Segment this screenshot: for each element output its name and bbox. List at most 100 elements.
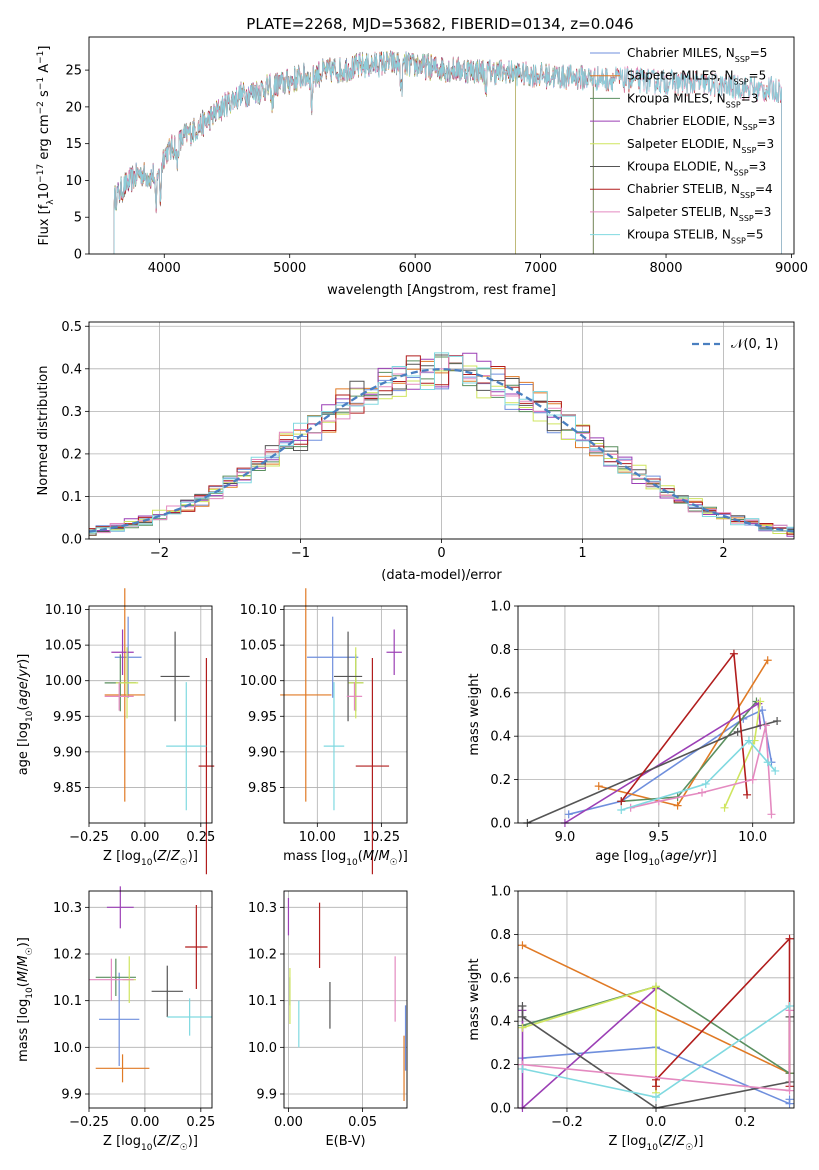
x-tick-label: 0.00: [274, 1115, 303, 1130]
label-part: ☉: [685, 1143, 693, 1153]
plot-frame: [88, 321, 795, 540]
y-tick-label: 9.85: [248, 781, 277, 796]
massweight-vs-z-panel: −0.2 0.0 0.20.00.20.40.60.81.0Z [log10(Z/Z…: [467, 885, 795, 1153]
x-tick-label: 0.2: [735, 1115, 756, 1130]
x-tick-label: −0.25: [69, 830, 109, 845]
plot-frame: [517, 605, 795, 824]
legend-subscript: SSP: [741, 145, 756, 154]
label-part: Z: [662, 1134, 673, 1149]
legend-text: Salpeter MILES, N: [627, 69, 734, 83]
y-tick-label: 0: [74, 248, 82, 263]
x-tick-label: 9.0: [555, 830, 576, 845]
label-part: M: [16, 971, 31, 982]
y-tick-label: 0.4: [490, 730, 511, 745]
mass-weight-marker: [518, 1012, 527, 1021]
label-part: )]: [188, 849, 198, 864]
histogram-series: [89, 362, 794, 534]
mass-weight-line: [564, 702, 761, 824]
label-part: Z [log: [103, 1134, 141, 1149]
x-tick-label: 0: [437, 546, 445, 561]
label-part: 10: [141, 1143, 153, 1153]
legend-subscript: SSP: [734, 168, 749, 177]
y-tick-label: 0.2: [490, 1058, 511, 1073]
mass-weight-marker: [518, 1002, 527, 1011]
label-part: (: [152, 1134, 157, 1149]
y-axis-label: mass weight: [467, 673, 482, 755]
x-axis-label: wavelength [Angstrom, rest frame]: [327, 283, 556, 298]
mass-weight-marker: [744, 736, 753, 745]
label-part: Z: [170, 1134, 181, 1149]
label-part: (: [16, 982, 31, 987]
legend-text: Salpeter STELIB, N: [627, 205, 739, 219]
x-tick-label: 0.25: [186, 1115, 215, 1130]
legend-tail: =5: [749, 69, 767, 83]
label-part: Z: [170, 849, 181, 864]
label-part: /: [16, 676, 31, 681]
legend-tail: =5: [750, 46, 768, 60]
legend-tail: =4: [755, 182, 773, 196]
y-tick-label: 10.05: [240, 639, 277, 654]
label-part: /: [16, 966, 31, 971]
massweight-vs-age-panel: 9.0 9.5 10.0 0.0 0.2 0.4 0.6 0.8 1.0 age [log10(a…: [467, 600, 795, 868]
y-tick-label: 0.3: [61, 405, 82, 420]
label-part: Flux [f: [37, 204, 52, 245]
mass-weight-marker: [701, 779, 710, 788]
label-part: Z [log: [609, 1134, 647, 1149]
x-tick-label: −1: [291, 546, 310, 561]
legend-tail: =3: [741, 91, 759, 105]
mass-weight-line: [620, 651, 748, 802]
label-part: yr: [693, 849, 709, 864]
y-tick-label: 10.10: [45, 603, 82, 618]
label-part: /: [689, 849, 694, 864]
x-axis-label: Z [log10(Z/Z☉)]: [103, 849, 198, 868]
y-tick-label: 10.1: [53, 994, 82, 1009]
y-tick-label: 0.2: [61, 447, 82, 462]
label-part: age [log: [595, 849, 648, 864]
label-part: −2: [36, 101, 46, 114]
y-tick-label: 0.0: [490, 817, 511, 832]
x-tick-label: 6000: [399, 261, 432, 276]
label-part: (: [358, 849, 363, 864]
mass-weight-marker: [652, 982, 660, 991]
x-tick-label: −0.2: [551, 1115, 583, 1130]
y-tick-label: 9.90: [248, 745, 277, 760]
label-part: age [log: [16, 722, 31, 775]
legend-tail: =3: [758, 114, 776, 128]
label-part: 10: [25, 710, 35, 722]
y-tick-label: 0.2: [490, 773, 511, 788]
plot-frame: [88, 890, 213, 1109]
label-part: 10: [141, 858, 153, 868]
mass-weight-marker: [617, 797, 626, 806]
y-axis-label: Normed distribution: [36, 366, 51, 496]
label-part: Z [log: [103, 849, 141, 864]
x-tick-label: 1: [578, 546, 586, 561]
x-tick-label: 5000: [273, 261, 306, 276]
label-part: ☉: [390, 858, 398, 868]
mass-weight-marker: [767, 810, 776, 819]
plot-frame: [88, 36, 795, 255]
label-part: M: [16, 955, 31, 966]
histogram-series: [89, 352, 794, 537]
y-tick-label: 0.8: [490, 928, 511, 943]
label-part: ☉: [180, 858, 188, 868]
mass-weight-marker: [594, 782, 603, 791]
mass-weight-marker: [771, 766, 780, 775]
x-tick-label: 0.00: [130, 1115, 159, 1130]
x-axis-label: mass [log10(M/M☉)]: [283, 849, 408, 868]
y-tick-label: 9.95: [248, 710, 277, 725]
mass-weight-marker: [729, 649, 738, 658]
legend-text: Salpeter ELODIE, N: [627, 137, 741, 151]
mass-vs-ebv-panel: 0.00 0.05 9.9 10.0 10.1 10.2 10.3 E(B-V): [248, 890, 408, 1149]
label-part: yr: [16, 662, 31, 678]
x-tick-label: 9000: [775, 261, 808, 276]
mass-weight-marker: [785, 1002, 794, 1011]
legend-entry: Salpeter ELODIE, NSSP=3: [627, 137, 774, 155]
label-part: erg cm: [37, 114, 52, 163]
legend-entry: Salpeter STELIB, NSSP=3: [627, 205, 771, 223]
label-part: −1: [36, 51, 46, 64]
label-part: M: [378, 849, 389, 864]
mass-weight-marker: [652, 1093, 660, 1102]
label-part: )]: [398, 849, 408, 864]
x-tick-label: −2: [150, 546, 169, 561]
x-tick-label: 10.0: [738, 830, 767, 845]
